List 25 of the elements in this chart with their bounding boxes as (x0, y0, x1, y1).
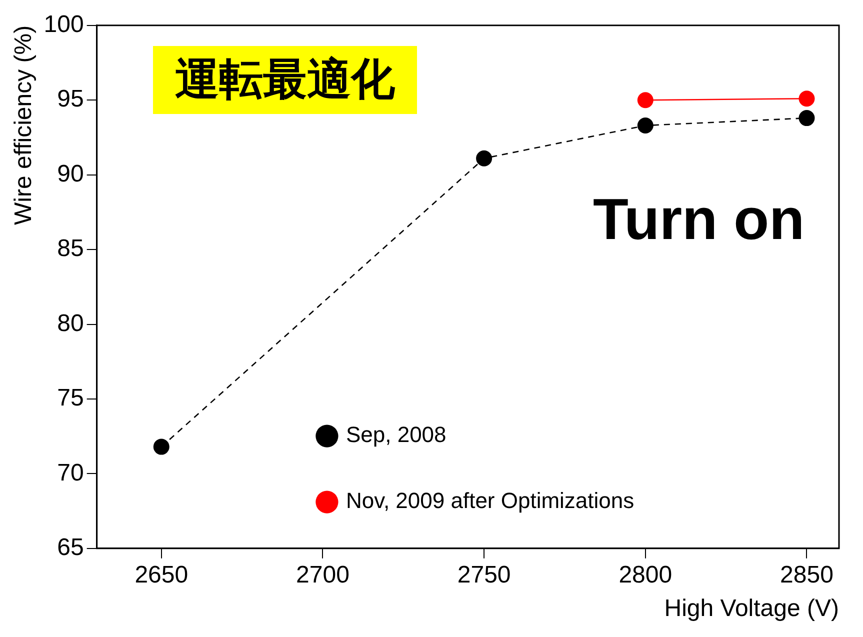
y-tick-label: 70 (57, 459, 84, 486)
x-tick-label: 2700 (296, 561, 350, 588)
point (153, 438, 170, 455)
y-tick-label: 95 (57, 86, 84, 113)
y-tick-label: 85 (57, 235, 84, 262)
point (798, 90, 815, 107)
y-tick-label: 75 (57, 384, 84, 412)
x-axis-title: High Voltage (V) (664, 595, 839, 622)
point (637, 92, 654, 108)
legend-label: Nov, 2009 after Optimizations (346, 488, 634, 514)
x-tick-label: 2650 (134, 561, 188, 588)
y-tick-label: 65 (57, 534, 84, 562)
x-tick-label: 2850 (780, 561, 834, 588)
point (637, 118, 654, 134)
legend-label: Sep, 2008 (346, 422, 446, 448)
y-axis-title: Wire efficiency (%) (10, 25, 38, 225)
point (798, 110, 815, 126)
annotation: Turn on (593, 187, 805, 252)
x-tick-label: 2800 (618, 561, 672, 588)
y-tick-label: 80 (57, 310, 84, 337)
y-tick-label: 90 (57, 160, 84, 188)
point (476, 150, 492, 166)
y-tick-label: 100 (44, 11, 84, 38)
x-tick-label: 2750 (457, 561, 511, 588)
annotation: 運転最適化 (153, 46, 417, 114)
